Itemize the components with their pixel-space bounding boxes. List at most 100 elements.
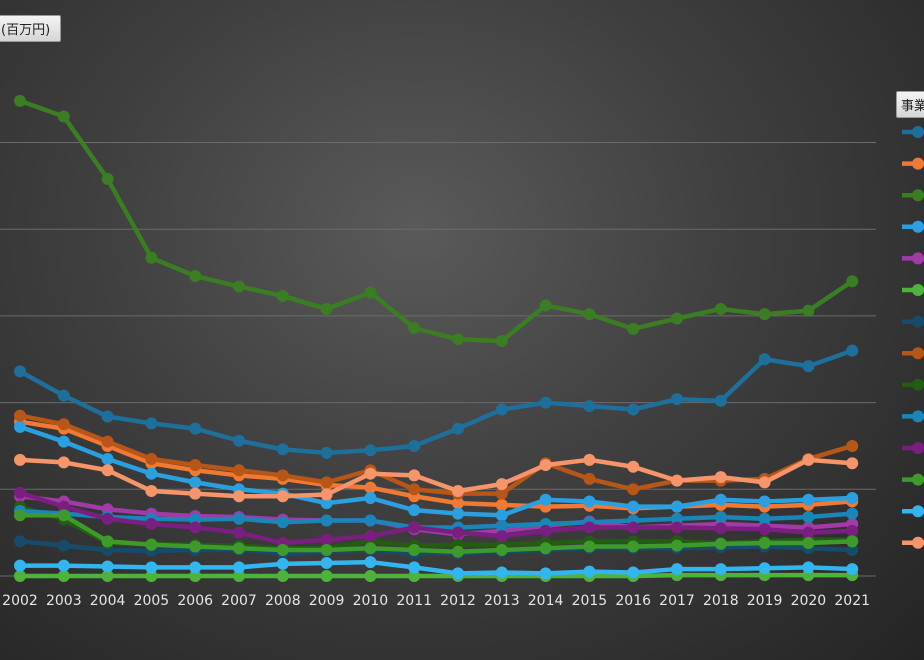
data-point[interactable]: [233, 542, 245, 555]
data-point[interactable]: [276, 557, 289, 570]
data-point[interactable]: [364, 467, 377, 480]
data-point[interactable]: [233, 561, 245, 574]
data-point[interactable]: [101, 435, 114, 448]
data-point[interactable]: [846, 457, 859, 470]
data-point[interactable]: [758, 476, 771, 489]
data-point[interactable]: [846, 344, 859, 357]
data-point[interactable]: [583, 453, 596, 466]
data-point[interactable]: [101, 560, 114, 573]
data-point[interactable]: [57, 389, 70, 402]
data-point[interactable]: [14, 559, 26, 572]
data-point[interactable]: [671, 539, 683, 552]
data-point[interactable]: [671, 512, 683, 525]
data-point[interactable]: [408, 543, 421, 556]
data-point[interactable]: [802, 360, 815, 373]
data-point[interactable]: [495, 509, 508, 522]
data-point[interactable]: [802, 304, 815, 317]
data-point[interactable]: [189, 570, 202, 582]
data-point[interactable]: [846, 563, 859, 576]
data-point[interactable]: [101, 570, 114, 582]
data-point[interactable]: [495, 566, 508, 579]
data-point[interactable]: [57, 110, 70, 123]
data-point[interactable]: [276, 516, 289, 529]
data-point[interactable]: [671, 563, 683, 576]
data-point[interactable]: [627, 322, 640, 335]
data-point[interactable]: [627, 403, 640, 416]
data-point[interactable]: [671, 312, 683, 325]
data-point[interactable]: [714, 493, 727, 506]
data-point[interactable]: [364, 570, 377, 582]
data-point[interactable]: [452, 545, 464, 558]
data-point[interactable]: [14, 453, 26, 466]
data-point[interactable]: [101, 535, 114, 548]
data-point[interactable]: [320, 497, 333, 510]
data-point[interactable]: [758, 537, 771, 550]
data-point[interactable]: [408, 322, 421, 335]
data-point[interactable]: [145, 570, 158, 582]
data-point[interactable]: [320, 446, 333, 459]
data-point[interactable]: [583, 521, 596, 534]
data-point[interactable]: [145, 467, 158, 480]
data-point[interactable]: [846, 275, 859, 288]
data-point[interactable]: [627, 500, 640, 513]
data-point[interactable]: [57, 500, 70, 513]
data-point[interactable]: [583, 472, 596, 485]
data-point[interactable]: [583, 565, 596, 578]
data-point[interactable]: [846, 543, 859, 556]
data-point[interactable]: [671, 474, 683, 487]
data-point[interactable]: [495, 530, 508, 543]
data-point[interactable]: [320, 556, 333, 569]
data-point[interactable]: [758, 495, 771, 508]
data-point[interactable]: [320, 533, 333, 546]
data-point[interactable]: [539, 396, 552, 409]
data-point[interactable]: [320, 570, 333, 582]
data-point[interactable]: [57, 435, 70, 448]
data-point[interactable]: [714, 563, 727, 576]
data-point[interactable]: [452, 422, 464, 435]
data-point[interactable]: [583, 540, 596, 553]
data-point[interactable]: [189, 422, 202, 435]
data-point[interactable]: [189, 270, 202, 283]
data-point[interactable]: [802, 561, 815, 574]
data-point[interactable]: [145, 561, 158, 574]
data-point[interactable]: [408, 521, 421, 534]
data-point[interactable]: [233, 464, 245, 477]
data-point[interactable]: [627, 521, 640, 534]
legend-item-6[interactable]: [902, 315, 924, 328]
data-point[interactable]: [714, 522, 727, 535]
data-point[interactable]: [452, 485, 464, 498]
data-point[interactable]: [627, 460, 640, 473]
data-point[interactable]: [408, 469, 421, 482]
data-point[interactable]: [452, 567, 464, 580]
data-point[interactable]: [408, 504, 421, 517]
data-point[interactable]: [802, 537, 815, 550]
data-point[interactable]: [452, 497, 464, 510]
data-point[interactable]: [101, 410, 114, 423]
legend-item-13[interactable]: [902, 536, 924, 549]
data-point[interactable]: [583, 400, 596, 413]
data-point[interactable]: [495, 335, 508, 348]
data-point[interactable]: [14, 365, 26, 378]
data-point[interactable]: [364, 530, 377, 543]
legend-item-7[interactable]: [902, 347, 924, 360]
data-point[interactable]: [627, 540, 640, 553]
data-point[interactable]: [758, 353, 771, 366]
data-point[interactable]: [189, 459, 202, 472]
data-point[interactable]: [495, 487, 508, 500]
legend-item-3[interactable]: [902, 220, 924, 233]
data-point[interactable]: [276, 490, 289, 503]
data-point[interactable]: [276, 570, 289, 582]
data-point[interactable]: [758, 512, 771, 525]
data-point[interactable]: [408, 439, 421, 452]
data-point[interactable]: [145, 538, 158, 551]
data-point[interactable]: [714, 511, 727, 524]
data-point[interactable]: [276, 443, 289, 456]
data-point[interactable]: [14, 486, 26, 499]
data-point[interactable]: [101, 512, 114, 525]
data-point[interactable]: [495, 519, 508, 532]
data-point[interactable]: [452, 507, 464, 520]
data-point[interactable]: [539, 459, 552, 472]
data-point[interactable]: [539, 299, 552, 312]
data-point[interactable]: [320, 543, 333, 556]
data-point[interactable]: [408, 570, 421, 582]
